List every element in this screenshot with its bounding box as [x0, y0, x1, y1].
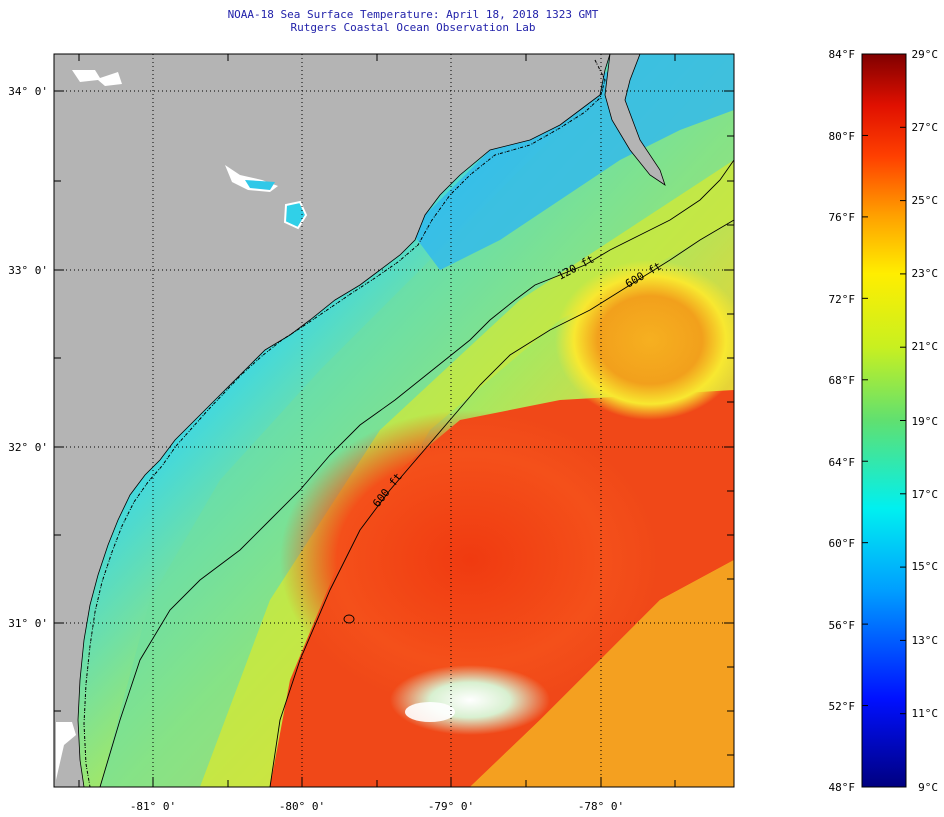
fahrenheit-label: 60°F	[829, 537, 856, 550]
celsius-label: 13°C	[912, 634, 939, 647]
celsius-label: 27°C	[912, 121, 939, 134]
fahrenheit-label: 72°F	[829, 293, 856, 306]
fahrenheit-label: 76°F	[829, 211, 856, 224]
fahrenheit-label: 80°F	[829, 130, 856, 143]
map-frame	[53, 53, 735, 788]
fahrenheit-label: 56°F	[829, 619, 856, 632]
celsius-label: 25°C	[912, 194, 939, 207]
celsius-label: 19°C	[912, 415, 939, 428]
celsius-label: 21°C	[912, 340, 939, 353]
shelf-water	[100, 54, 734, 787]
graticule	[54, 54, 734, 787]
celsius-label: 29°C	[912, 48, 939, 61]
lon-label: -78° 0'	[578, 800, 624, 813]
map-image: 120 ft 600 ft 600 ft	[54, 54, 734, 787]
colorbar-celsius-labels: 29°C 27°C 25°C 23°C 21°C 19°C 17°C 15°C …	[912, 48, 939, 794]
lat-label: 31° 0'	[8, 617, 48, 630]
lon-label: -79° 0'	[428, 800, 474, 813]
cloud-patch	[390, 665, 550, 735]
lat-label: 33° 0'	[8, 264, 48, 277]
celsius-label: 11°C	[912, 707, 939, 720]
fahrenheit-label: 52°F	[829, 700, 856, 713]
map-title: NOAA-18 Sea Surface Temperature: April 1…	[227, 8, 599, 21]
colorbar-ticks-c	[900, 53, 906, 788]
cloud-mask	[72, 70, 122, 86]
lat-label: 32° 0'	[8, 441, 48, 454]
map-ticks	[54, 54, 734, 787]
celsius-label: 9°C	[918, 781, 938, 794]
lon-label: -80° 0'	[279, 800, 325, 813]
fahrenheit-label: 68°F	[829, 374, 856, 387]
map-subtitle: Rutgers Coastal Ocean Observation Lab	[290, 21, 536, 34]
cape-fear-land	[604, 54, 666, 186]
offshore-warm-water	[470, 560, 734, 787]
depth-contour-120ft	[99, 159, 734, 787]
coastline	[83, 59, 606, 787]
fahrenheit-label: 64°F	[829, 456, 856, 469]
cold-nearshore-water	[410, 54, 734, 270]
celsius-label: 15°C	[912, 560, 939, 573]
colorbar	[861, 53, 907, 788]
cloud-mask	[56, 722, 76, 780]
colorbar-fahrenheit-labels: 84°F 80°F 76°F 72°F 68°F 64°F 60°F 56°F …	[829, 48, 856, 794]
land-mass	[54, 54, 611, 787]
lon-label: -81° 0'	[130, 800, 176, 813]
warm-eddy	[555, 260, 734, 420]
celsius-label: 17°C	[912, 488, 939, 501]
cloud-mask	[283, 200, 308, 230]
fahrenheit-label: 84°F	[829, 48, 856, 61]
cloud-mask	[245, 180, 275, 190]
gulf-stream-core	[280, 410, 660, 710]
fahrenheit-label: 48°F	[829, 781, 856, 794]
shelf-edge-water	[200, 160, 734, 787]
depth-contour-600ft	[269, 219, 734, 787]
depth-contour-loop	[343, 614, 355, 624]
lat-label: 34° 0'	[8, 85, 48, 98]
cloud-patch	[405, 702, 455, 722]
celsius-label: 23°C	[912, 267, 939, 280]
colorbar-ticks-f	[862, 53, 868, 788]
